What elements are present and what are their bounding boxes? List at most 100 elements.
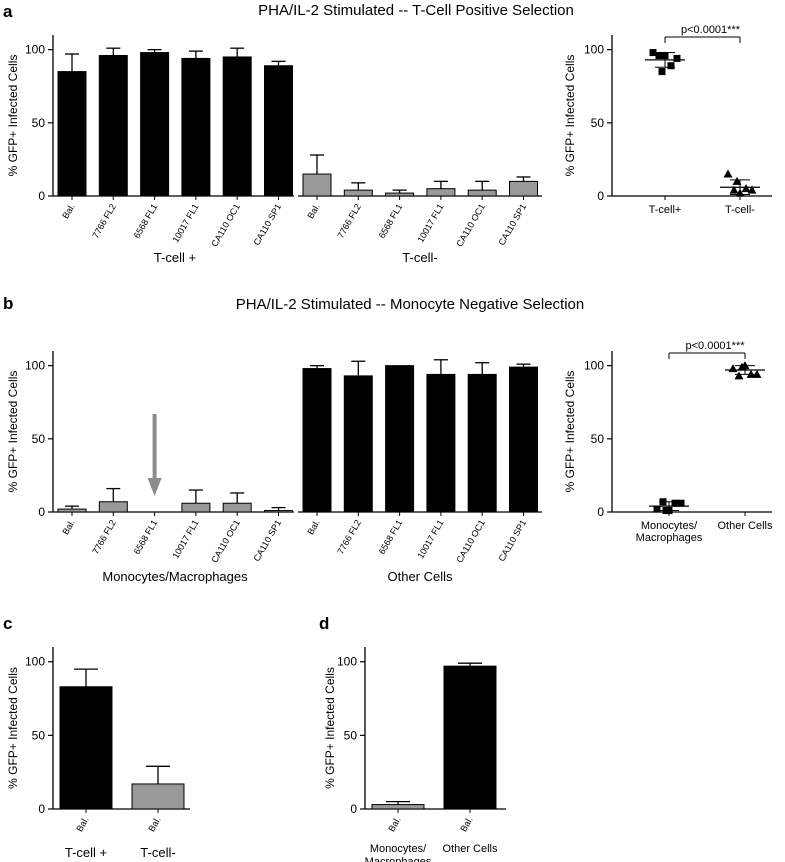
b-bar-bar-1 [98, 501, 128, 513]
a-bar-bar-3 [181, 57, 211, 197]
d-bar-ylabel: % GFP+ Infected Cells [323, 667, 337, 789]
b-bar-bar-5 [264, 510, 293, 513]
a-scatter-point-0-3 [667, 62, 675, 70]
panel-b: b PHA/IL-2 Stimulated -- Monocyte Negati… [3, 294, 773, 584]
chart-b-bar: 0 50 100 % GFP+ Infected Cells Bal. 7766 FL2 6… [6, 351, 542, 584]
b-scatter-point-1-1 [734, 371, 744, 380]
a-bar-bar-5 [264, 65, 293, 197]
b-bar-arrow-head [147, 478, 162, 496]
a-bar-category-label-1: 7766 FL2 [90, 202, 118, 240]
b-scatter-ylabel: % GFP+ Infected Cells [563, 371, 577, 493]
b-bar-bar-3 [181, 502, 211, 513]
c-bar-group-label-1: T-cell- [140, 845, 175, 860]
b-bar-category-label-5: CA110 SP1 [251, 518, 283, 563]
b-bar-bar-0 [57, 508, 87, 513]
b-bar-category-label-7: 7766 FL2 [335, 518, 363, 556]
a-scatter-ylabel: % GFP+ Infected Cells [563, 55, 577, 177]
b-bar-bar-7 [343, 375, 373, 513]
b-scatter-point-1-0 [728, 364, 738, 373]
panel-c: c GM-CSF StimulatedT-Cell Positive Selec… [3, 614, 190, 860]
chart-c-bar: 0 50 100 % GFP+ Infected Cells Bal. Bal. T-cel… [6, 647, 190, 860]
a-scatter-point-0-2 [661, 51, 669, 59]
a-scatter-point-1-5 [732, 176, 742, 185]
b-bar-category-label-1: 7766 FL2 [90, 518, 118, 556]
c-bar-bar-1 [131, 783, 185, 810]
chart-a-bar: 0 50 100 % GFP+ Infected Cells Bal. 7766 FL2 6… [6, 35, 542, 265]
a-bar-ytick-label-1: 50 [32, 116, 46, 130]
c-bar-ytick-label-0: 0 [38, 802, 45, 816]
chart-d-bar: 0 50 100% GFP+ Infected Cells Bal. Bal. Monoc… [323, 647, 506, 862]
c-bar-bar-0 [59, 686, 113, 810]
b-bar-ytick-label-1: 50 [32, 432, 46, 446]
b-bar-category-label-10: CA110 OC1 [454, 518, 487, 564]
a-scatter-point-0-0 [649, 49, 657, 57]
a-bar-category-label-2: 6568 FL1 [132, 202, 160, 240]
b-bar-category-label-11: CA110 SP1 [496, 518, 528, 563]
a-scatter-point-1-3 [741, 184, 751, 193]
a-scatter-sig-label: p<0.0001*** [681, 24, 741, 36]
a-bar-category-label-0: Bal. [60, 202, 76, 220]
a-scatter-ytick-label-0: 0 [597, 189, 604, 203]
b-bar-bar-4 [222, 502, 252, 513]
b-scatter-point-0-5 [662, 507, 670, 515]
a-scatter-category-label-0: T-cell+ [649, 204, 682, 216]
c-bar-category-label-1: Bal. [146, 815, 162, 833]
b-bar-bar-8 [385, 365, 415, 513]
b-scatter-point-0-1 [659, 498, 667, 506]
d-bar-group-label-1: Other Cells [442, 843, 498, 855]
b-scatter-category-label-1: Other Cells [717, 520, 773, 532]
b-bar-ylabel: % GFP+ Infected Cells [6, 371, 20, 493]
b-bar-arrow [147, 414, 162, 496]
a-bar-bar-10 [467, 189, 497, 197]
b-bar-category-label-4: CA110 OC1 [209, 518, 242, 564]
b-scatter-point-0-4 [677, 499, 685, 507]
c-bar-ytick-label-1: 50 [32, 728, 46, 742]
b-scatter-point-1-3 [746, 369, 756, 378]
a-scatter-point-0-5 [658, 68, 666, 76]
b-scatter-point-1-4 [752, 369, 762, 378]
a-bar-bar-11 [509, 180, 538, 197]
b-scatter-point-0-3 [671, 499, 679, 507]
d-bar-category-label-0: Bal. [386, 815, 402, 833]
a-bar-category-label-6: Bal. [305, 202, 321, 220]
b-bar-bar-9 [426, 373, 456, 513]
b-bar-category-label-6: Bal. [305, 518, 321, 536]
a-bar-group-label-0: T-cell + [154, 250, 196, 265]
c-bar-category-label-0: Bal. [74, 815, 90, 833]
b-bar-category-label-9: 10017 FL1 [415, 518, 445, 560]
panel-title-b: PHA/IL-2 Stimulated -- Monocyte Negative… [236, 296, 585, 313]
b-bar-bar-10 [467, 373, 497, 513]
a-bar-bar-4 [222, 56, 252, 197]
b-bar-category-label-0: Bal. [60, 518, 76, 536]
a-bar-bar-0 [57, 71, 87, 197]
b-bar-category-label-2: 6568 FL1 [132, 518, 160, 556]
panel-letter-b: b [3, 294, 13, 313]
d-bar-ytick-label-1: 50 [344, 728, 358, 742]
b-scatter-category-label-0: Monocytes/Macrophages [636, 520, 703, 544]
b-bar-category-label-8: 6568 FL1 [377, 518, 405, 556]
panel-letter-a: a [3, 2, 13, 21]
a-bar-category-label-9: 10017 FL1 [415, 202, 445, 244]
chart-b-scatter: 0 50 100 % GFP+ Infected Cells Monocytes/Mac… [563, 340, 773, 544]
c-bar-ylabel: % GFP+ Infected Cells [6, 667, 20, 789]
b-bar-group-label-0: Monocytes/Macrophages [102, 569, 248, 584]
a-scatter-point-1-2 [735, 188, 745, 197]
a-bar-bar-7 [343, 189, 373, 197]
b-scatter-ytick-label-2: 100 [584, 359, 604, 373]
d-bar-bar-0 [371, 804, 425, 810]
b-scatter-point-0-0 [653, 505, 661, 513]
a-scatter-point-1-4 [747, 185, 757, 194]
a-bar-category-label-10: CA110 OC1 [454, 202, 487, 248]
a-bar-ytick-label-0: 0 [38, 189, 45, 203]
chart-a-scatter: 0 50 100 % GFP+ Infected Cells T-cell+ T-cell… [563, 24, 772, 216]
a-scatter-point-0-4 [673, 54, 681, 62]
d-bar-bar-1 [443, 665, 497, 810]
b-bar-group-label-1: Other Cells [387, 569, 453, 584]
a-scatter-ytick-label-2: 100 [584, 43, 604, 57]
panel-title-a: PHA/IL-2 Stimulated -- T-Cell Positive S… [258, 2, 574, 19]
b-scatter-point-1-5 [737, 362, 747, 371]
a-bar-category-label-7: 7766 FL2 [335, 202, 363, 240]
a-scatter-point-1-1 [729, 185, 739, 194]
a-bar-category-label-5: CA110 SP1 [251, 202, 283, 247]
